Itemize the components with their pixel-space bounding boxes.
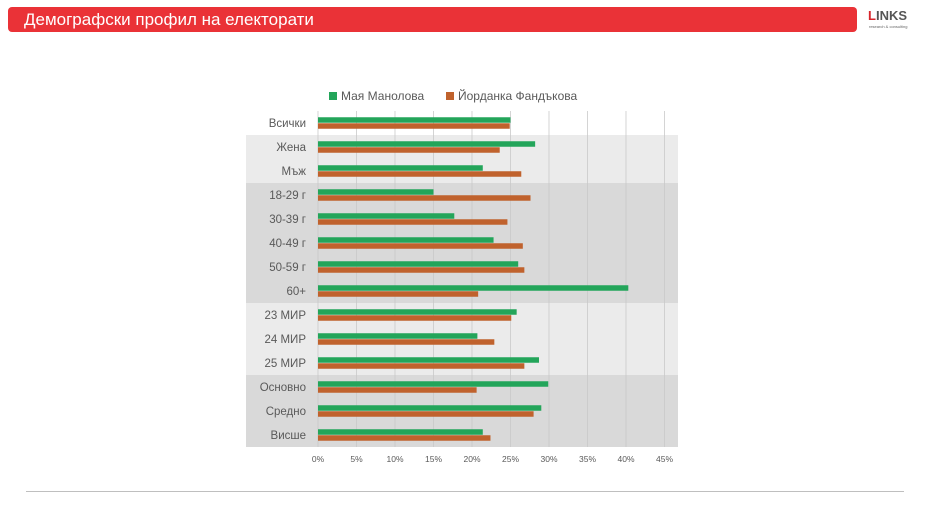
page-title: Демографски профил на електорати [24,10,314,29]
logo-rest: INKS [875,8,908,23]
category-label: 50-59 г [269,262,306,274]
bar-s2-5 [318,243,523,249]
bar-s2-13 [318,435,491,441]
x-tick-label: 35% [579,454,596,464]
category-label: Висше [271,430,306,442]
bar-s1-10 [318,357,539,363]
bar-s1-8 [318,309,517,315]
bar-s1-2 [318,165,483,171]
category-label: Всички [269,118,306,130]
bar-s2-7 [318,291,479,297]
bar-s1-0 [318,117,511,123]
category-label: 23 МИР [264,310,306,322]
bar-s2-8 [318,315,512,321]
category-label: Жена [276,142,306,154]
category-band-2 [246,183,678,303]
category-label: 25 МИР [264,358,306,370]
bar-s1-11 [318,381,549,387]
bar-s2-10 [318,363,525,369]
bar-s1-4 [318,213,455,219]
legend-label-2: Йорданка Фандъкова [458,88,577,103]
x-tick-label: 15% [425,454,442,464]
bar-s2-0 [318,123,510,129]
category-label: 24 МИР [264,334,306,346]
x-tick-label: 0% [312,454,325,464]
bar-s2-2 [318,171,522,177]
category-label: 40-49 г [269,238,306,250]
x-tick-label: 45% [656,454,673,464]
bar-s2-3 [318,195,531,201]
links-logo: LINKS research & consulting [866,6,924,32]
bar-s2-6 [318,267,525,273]
x-tick-label: 25% [502,454,519,464]
header-bar: Демографски профил на електорати [8,7,857,32]
legend-swatch-2 [446,92,454,100]
bar-s1-12 [318,405,542,411]
bar-s1-1 [318,141,536,147]
bar-s2-9 [318,339,495,345]
x-tick-label: 30% [540,454,557,464]
bar-s2-12 [318,411,534,417]
logo-prefix: L [868,8,876,23]
bar-s2-11 [318,387,477,393]
legend-swatch-1 [329,92,337,100]
category-label: 18-29 г [269,190,306,202]
bar-s1-9 [318,333,478,339]
category-label: Средно [266,406,306,418]
bar-s2-1 [318,147,500,153]
bar-s1-5 [318,237,494,243]
category-label: 30-39 г [269,214,306,226]
bar-s1-13 [318,429,483,435]
category-label: Мъж [282,166,307,178]
bar-s1-6 [318,261,519,267]
logo-tagline: research & consulting [869,24,908,29]
bar-s1-7 [318,285,629,291]
footer-divider [26,491,904,492]
category-label: Основно [260,382,306,394]
bar-s1-3 [318,189,434,195]
bar-s2-4 [318,219,508,225]
category-label: 60+ [286,286,306,298]
x-tick-label: 10% [386,454,403,464]
legend-label-1: Мая Манолова [341,89,425,103]
x-tick-label: 20% [463,454,480,464]
x-tick-label: 40% [617,454,634,464]
x-tick-label: 5% [350,454,363,464]
logo-wordmark: LINKS [868,9,920,23]
